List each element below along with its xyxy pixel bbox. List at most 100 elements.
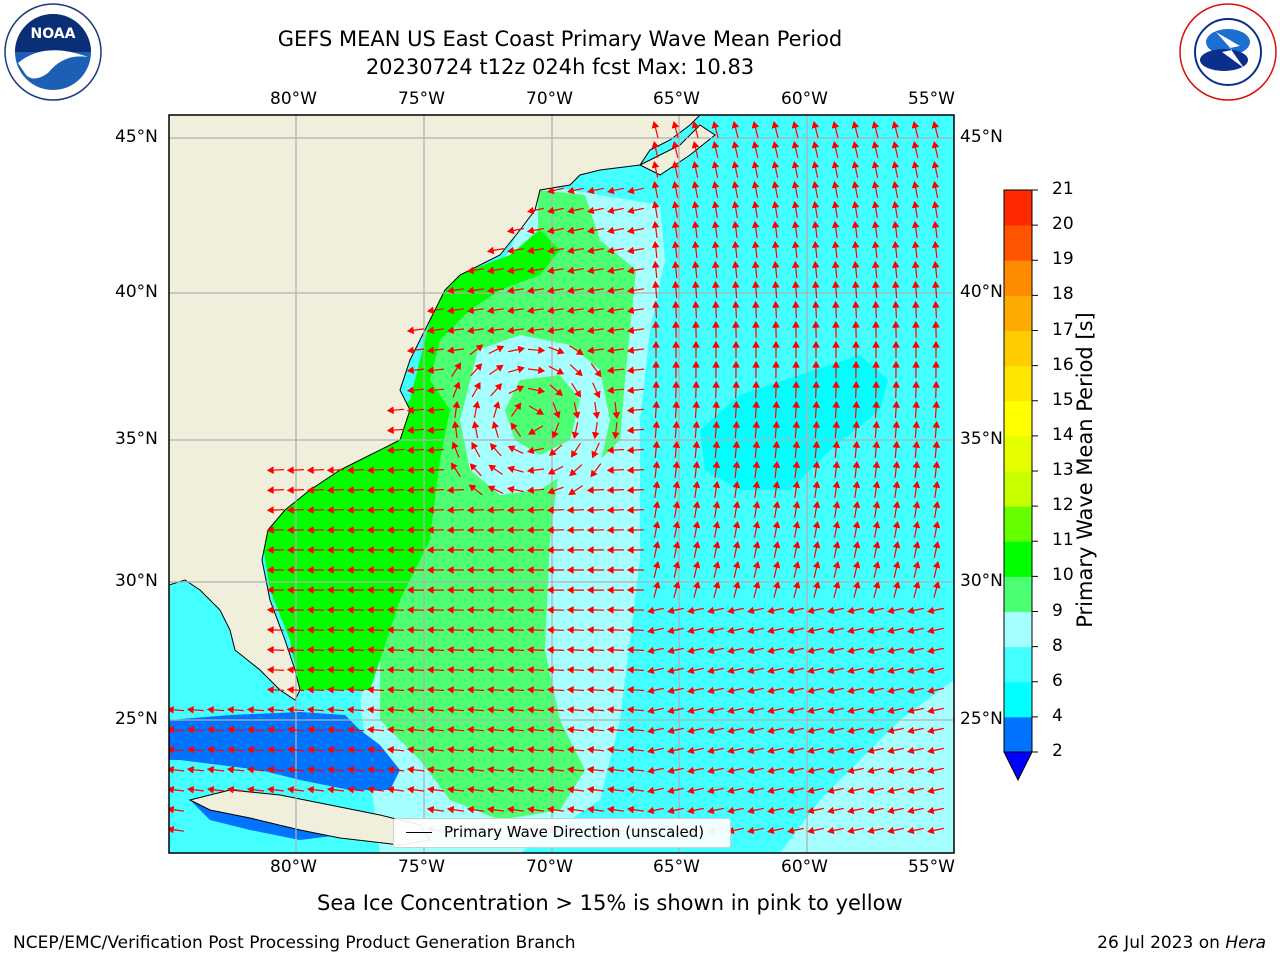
wave-arrow — [926, 646, 944, 655]
colorbar-tick-label: 14 — [1052, 424, 1074, 445]
wave-arrow — [506, 686, 525, 694]
wave-arrow — [366, 526, 385, 534]
wave-arrow — [666, 806, 684, 815]
sea-ice-note: Sea Ice Concentration > 15% is shown in … — [317, 891, 903, 915]
wave-arrow — [892, 280, 900, 299]
wave-arrow — [931, 121, 940, 138]
wave-arrow — [406, 466, 425, 475]
wave-arrow — [286, 546, 305, 554]
wave-arrow — [472, 400, 481, 419]
wave-arrow — [446, 745, 465, 754]
wave-arrow — [872, 320, 880, 339]
lat-label-right: 40°N — [960, 282, 1003, 302]
wave-arrow — [627, 186, 644, 195]
wave-arrow — [726, 746, 744, 755]
wave-arrow — [306, 646, 325, 654]
wave-arrow — [386, 626, 405, 634]
wave-arrow — [732, 380, 740, 399]
wave-arrow — [766, 726, 784, 735]
wave-arrow — [546, 246, 565, 255]
wave-arrow — [692, 500, 701, 519]
wave-arrow — [506, 246, 525, 255]
wave-arrow — [806, 686, 824, 695]
wave-arrow — [926, 766, 944, 775]
wave-arrow — [886, 786, 904, 795]
wave-arrow — [711, 161, 720, 178]
wave-arrow — [586, 805, 604, 814]
wave-arrow — [732, 541, 741, 558]
wave-arrow — [486, 286, 504, 295]
wave-arrow — [932, 420, 940, 439]
wave-arrow — [426, 386, 445, 395]
wave-arrow — [546, 706, 565, 714]
wave-arrow — [426, 566, 444, 574]
wave-arrow — [752, 280, 760, 299]
wave-arrow — [672, 420, 680, 439]
wave-arrow — [852, 480, 861, 498]
wave-arrow — [606, 486, 625, 494]
wave-arrow — [528, 386, 545, 395]
ocean-field-10-11 — [262, 230, 560, 690]
wave-arrow — [812, 541, 821, 558]
wave-arrow — [706, 786, 724, 795]
wave-arrow — [651, 180, 660, 199]
lon-label-bottom: 80°W — [270, 857, 317, 877]
wave-arrow — [507, 485, 524, 494]
lon-label-top: 75°W — [398, 89, 445, 109]
wave-arrow — [852, 521, 861, 538]
lat-label-left: 40°N — [115, 282, 158, 302]
wave-arrow — [546, 306, 564, 315]
wave-arrow — [812, 320, 820, 339]
colorbar-swatch — [1004, 646, 1032, 683]
wave-arrow — [346, 486, 365, 494]
wave-arrow — [366, 706, 385, 714]
ocean-field-4-6-eddy — [700, 355, 888, 490]
wave-arrow — [926, 806, 944, 815]
wave-arrow — [646, 706, 664, 715]
wave-arrow — [646, 806, 664, 815]
wave-arrow — [466, 506, 485, 514]
wave-arrow — [646, 786, 664, 795]
wave-arrow — [851, 141, 860, 158]
colorbar-tick-label: 16 — [1052, 354, 1074, 375]
wave-arrow — [549, 444, 563, 456]
lat-label-left: 45°N — [115, 127, 158, 147]
wave-arrow — [672, 541, 681, 558]
wave-arrow — [766, 706, 784, 715]
wave-arrow — [566, 246, 585, 255]
wave-arrow — [566, 506, 585, 514]
wave-arrow — [932, 360, 940, 379]
wave-arrow — [470, 363, 483, 377]
wave-arrow — [691, 121, 700, 138]
wave-arrow — [426, 765, 445, 774]
wave-arrow — [526, 665, 545, 674]
wave-arrow — [626, 725, 645, 734]
wave-arrow — [546, 526, 565, 534]
wave-arrow — [406, 706, 425, 714]
wave-arrow — [746, 786, 764, 795]
wave-arrow — [626, 785, 644, 794]
wave-arrow — [186, 785, 204, 794]
wave-arrow — [326, 706, 345, 714]
wave-arrow — [872, 380, 880, 399]
wave-arrow — [446, 606, 465, 614]
wave-arrow — [426, 426, 445, 434]
wave-arrow — [469, 463, 482, 477]
wave-arrow — [692, 440, 701, 459]
wave-arrow — [692, 300, 700, 319]
wave-arrow — [526, 765, 545, 774]
wave-arrow — [726, 646, 744, 655]
wave-arrow — [526, 466, 544, 475]
wave-arrow — [286, 665, 305, 674]
colorbar-under-extension — [1003, 751, 1033, 782]
wave-arrow — [891, 220, 900, 238]
wave-arrow — [786, 606, 804, 615]
wave-arrow — [812, 280, 820, 299]
wave-arrow — [826, 686, 844, 695]
chart-subtitle: 20230724 t12z 024h fcst Max: 10.83 — [365, 55, 755, 79]
wave-arrow — [832, 340, 840, 358]
wave-arrow — [547, 186, 564, 195]
wave-arrow — [672, 280, 680, 299]
wave-arrow — [872, 440, 881, 459]
wave-arrow — [752, 380, 760, 399]
